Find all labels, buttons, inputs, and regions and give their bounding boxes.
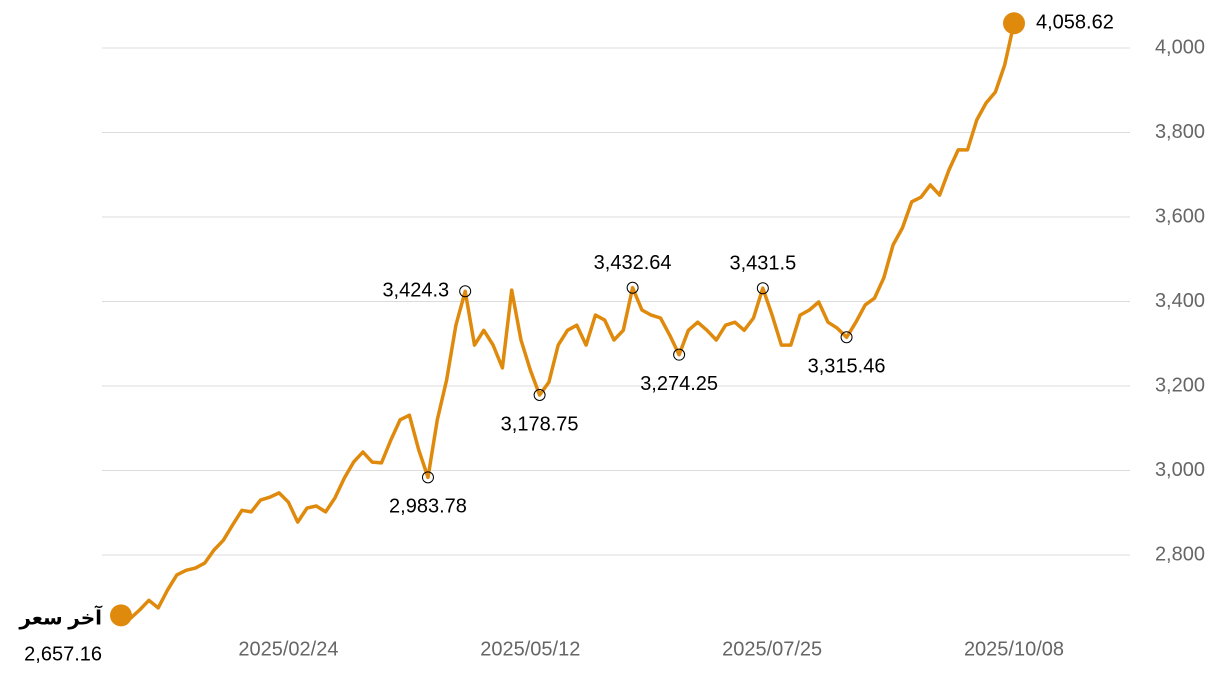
- data-label: 2,983.78: [389, 496, 467, 518]
- y-tick-label: 3,400: [1155, 290, 1205, 312]
- y-tick-label: 3,600: [1155, 205, 1205, 227]
- x-tick-label: 2025/10/08: [964, 638, 1064, 660]
- data-label: 3,431.5: [729, 253, 796, 275]
- marker: [840, 331, 853, 344]
- x-tick-label: 2025/07/25: [722, 638, 822, 660]
- marker: [533, 389, 546, 402]
- y-tick-label: 3,800: [1155, 121, 1205, 143]
- y-tick-label: 4,000: [1155, 36, 1205, 58]
- end-point: [1003, 12, 1025, 35]
- last-price-annotation: آخر سعر: [18, 604, 103, 629]
- price-line: [120, 22, 1016, 621]
- marker: [673, 348, 686, 361]
- marker: [459, 285, 472, 298]
- data-label: 2,657.16: [24, 643, 102, 665]
- y-tick-label: 2,800: [1155, 543, 1205, 565]
- y-tick-label: 3,000: [1155, 459, 1205, 481]
- x-tick-label: 2025/02/24: [238, 638, 338, 660]
- data-label: 3,315.46: [808, 356, 886, 378]
- end-point: [110, 604, 132, 627]
- data-label: 3,424.3: [382, 280, 449, 302]
- marker: [626, 281, 639, 294]
- x-tick-label: 2025/05/12: [480, 638, 580, 660]
- data-label: 3,178.75: [501, 413, 579, 435]
- data-label: 3,274.25: [640, 373, 718, 395]
- marker: [421, 471, 434, 484]
- data-label: 3,432.64: [594, 252, 672, 274]
- marker: [756, 282, 769, 295]
- y-tick-label: 3,200: [1155, 374, 1205, 396]
- data-label: 4,058.62: [1036, 12, 1114, 34]
